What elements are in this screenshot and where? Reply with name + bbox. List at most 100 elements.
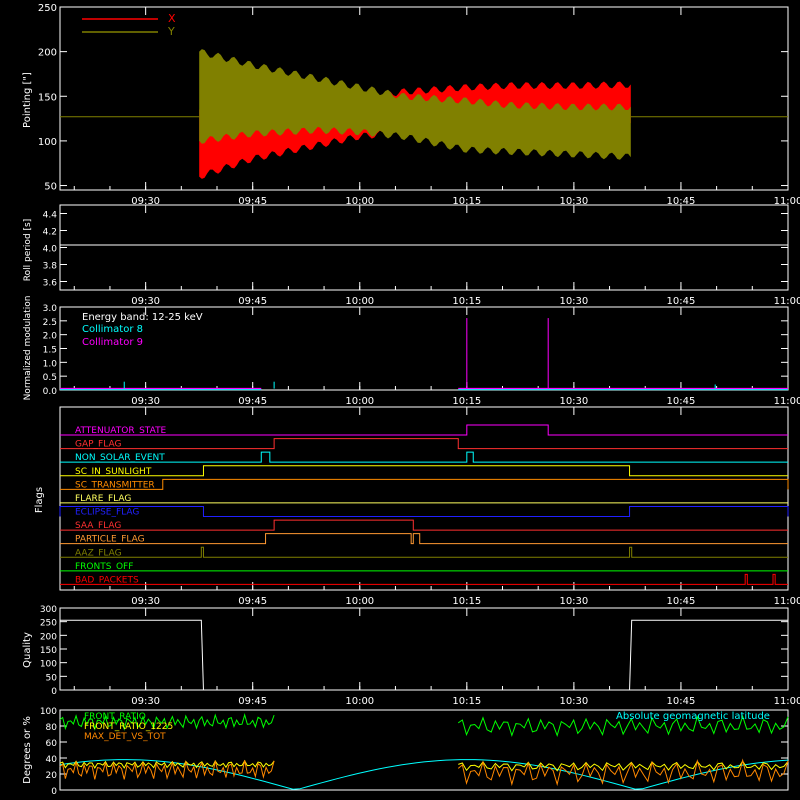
quality-plot (60, 619, 788, 691)
flags-panel: Flags 09:30 09:45 10:00 10:15 10:30 10:45 11:0… (34, 406, 800, 607)
y-tick-label: 1.0 (43, 359, 58, 369)
y-tick-label: 0.0 (43, 387, 58, 397)
y-tick-label: 0 (51, 787, 57, 797)
x-tick-label: 10:45 (667, 196, 696, 207)
flag-label: AAZ_FLAG (75, 548, 122, 558)
x-tick-label: 10:00 (345, 596, 374, 607)
front-ratio-1225-trace (458, 760, 789, 772)
geomag-lat-label: Absolute geomagnetic latitude (616, 711, 770, 722)
front-ratio-trace (457, 714, 789, 738)
y-tick-label: 250 (38, 3, 57, 14)
x-tick-label: 10:45 (667, 396, 696, 407)
y-tick-label: 100 (40, 660, 57, 670)
x-tick-label: 10:00 (345, 296, 374, 307)
flags-frame (59, 406, 789, 591)
y-tick-label: 50 (44, 182, 57, 193)
flag-label: NON_SOLAR_EVENT (75, 453, 165, 463)
flag-label: FRONTS_OFF (75, 562, 133, 572)
flag-label: FLARE_FLAG (75, 494, 131, 504)
x-tick-label: 09:30 (131, 596, 160, 607)
y-tick-label: 50 (46, 673, 58, 683)
ratios-frame (59, 709, 789, 791)
y-tick-label: 80 (46, 723, 58, 733)
max-det-trace (59, 759, 275, 781)
x-tick-label: 11:00 (774, 396, 800, 407)
quality-yticks: 0 50 100 150 200 250 300 (40, 605, 788, 697)
quality-xticks: 09:30 09:45 10:00 10:15 10:30 10:45 11:00 (73, 608, 800, 707)
flag-trace (60, 533, 788, 545)
front-ratio-1225-trace (59, 759, 275, 769)
x-tick-label: 09:45 (238, 596, 267, 607)
pointing-legend: X Y (82, 12, 176, 38)
flag-trace (59, 506, 789, 517)
x-tick-label: 09:45 (238, 296, 267, 307)
pointing-yticks: 50 100 150 200 250 (38, 3, 788, 193)
flag-label: SC_IN_SUNLIGHT (75, 467, 152, 477)
pointing-frame (59, 6, 789, 191)
collimator8-label: Collimator 8 (82, 324, 143, 335)
y-tick-label: 2.0 (43, 332, 58, 342)
flag-label: GAP_FLAG (75, 440, 121, 450)
pointing-plot (60, 49, 788, 179)
flag-trace (60, 424, 788, 436)
roll-xticks: 09:30 09:45 10:00 10:15 10:30 10:45 11:00 (73, 205, 800, 307)
y-tick-label: 40 (46, 755, 58, 765)
x-tick-label: 10:45 (667, 296, 696, 307)
pointing-ylabel: Pointing ["] (22, 72, 33, 128)
quality-ylabel: Quality (22, 632, 33, 668)
x-tick-label: 10:00 (345, 396, 374, 407)
x-tick-label: 10:15 (452, 396, 481, 407)
x-tick-label: 10:00 (345, 696, 374, 707)
max-det-trace (457, 758, 789, 787)
x-tick-label: 09:45 (238, 396, 267, 407)
y-tick-label: 100 (38, 137, 57, 148)
y-tick-label: 300 (40, 605, 57, 615)
x-tick-label: 09:45 (238, 696, 267, 707)
y-tick-label: 0 (51, 687, 57, 697)
x-tick-label: 10:15 (452, 596, 481, 607)
flag-trace (60, 465, 788, 477)
x-tick-label: 11:00 (774, 296, 800, 307)
quality-panel: Quality 0 50 100 150 200 250 300 09:30 09:45 10:… (22, 605, 800, 707)
x-tick-label: 10:15 (452, 196, 481, 207)
max-det-label: MAX_DET_VS_TOT (84, 732, 166, 742)
collimator9-label: Collimator 9 (82, 337, 143, 348)
x-tick-label: 10:15 (452, 296, 481, 307)
flag-trace (60, 438, 788, 450)
flags-plot: ATTENUATOR_STATE GAP_FLAG NON_SOLAR_EVENT S… (59, 424, 789, 585)
pointing-xticks: 09:30 09:45 10:00 10:15 10:30 10:45 11:00 (73, 7, 800, 207)
y-tick-label: 200 (38, 48, 57, 59)
legend-y-label: Y (167, 25, 175, 38)
front-ratio-trace (59, 712, 275, 731)
flag-trace (60, 573, 788, 585)
x-tick-label: 10:30 (559, 196, 588, 207)
y-tick-label: 100 (40, 707, 57, 717)
x-tick-label: 11:00 (774, 696, 800, 707)
y-tick-label: 0.5 (43, 373, 57, 383)
flags-ylabel: Flags (34, 487, 45, 513)
legend-x-label: X (168, 12, 176, 25)
x-tick-label: 10:30 (559, 596, 588, 607)
x-tick-label: 10:45 (667, 596, 696, 607)
modulation-ylabel: Normalized modulation (23, 296, 33, 401)
modulation-yticks: 0.0 0.5 1.0 1.5 2.0 2.5 3.0 (43, 304, 788, 397)
quality-trace (60, 619, 788, 691)
x-tick-label: 10:45 (667, 696, 696, 707)
ratios-ylabel: Degrees or % (22, 716, 33, 784)
y-tick-label: 1.5 (43, 346, 57, 356)
roll-ylabel: Roll period [s] (23, 219, 33, 281)
flag-label: SC_TRANSMITTER (75, 480, 155, 490)
ratios-plot (59, 712, 789, 790)
modulation-plot (60, 318, 788, 391)
pointing-panel: Pointing ["] 50 100 150 200 250 09:30 09:45 10… (22, 3, 800, 207)
x-tick-label: 09:45 (238, 196, 267, 207)
x-tick-label: 10:30 (559, 696, 588, 707)
modulation-panel: Normalized modulation 0.0 0.5 1.0 1.5 2.0 2.5… (23, 296, 800, 407)
flag-label: SAA_FLAG (75, 521, 121, 531)
flags-xticks: 09:30 09:45 10:00 10:15 10:30 10:45 11:00 (73, 407, 800, 607)
y-tick-label: 60 (46, 739, 58, 749)
flag-trace (60, 478, 789, 490)
y-tick-label: 200 (40, 632, 57, 642)
y-tick-label: 2.5 (43, 318, 57, 328)
